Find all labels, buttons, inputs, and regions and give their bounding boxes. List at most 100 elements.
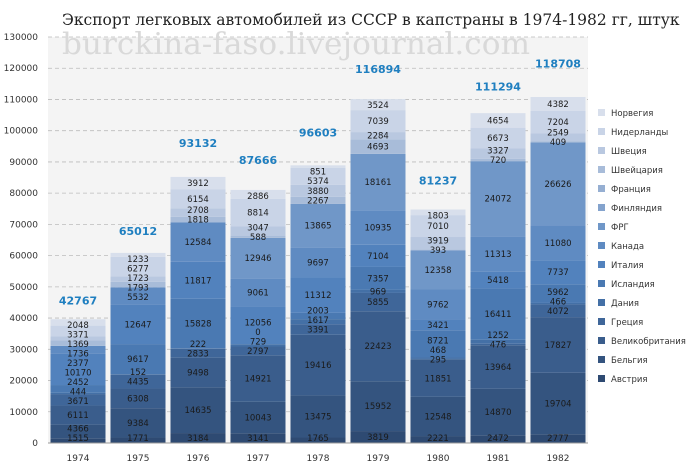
data-label: 17827	[544, 341, 571, 351]
data-label: 1617	[307, 316, 329, 326]
legend-swatch	[598, 242, 605, 249]
bar-segment	[290, 196, 346, 204]
bar-segment	[110, 281, 166, 288]
data-label: 10043	[244, 414, 271, 424]
legend-swatch	[598, 204, 605, 211]
data-label: 468	[430, 346, 446, 356]
legend-item: Франция	[598, 185, 651, 195]
bar-segment	[110, 276, 166, 282]
data-label: 11312	[304, 291, 331, 301]
bar-segment	[230, 306, 286, 345]
legend-label: Швеция	[611, 147, 647, 157]
bar-segment	[230, 401, 286, 434]
data-label: 3141	[247, 434, 269, 444]
bar-segment	[410, 358, 466, 360]
bar-segment	[110, 304, 166, 345]
data-label: 6111	[67, 411, 89, 421]
bar-segment	[50, 405, 106, 425]
data-label: 851	[310, 167, 326, 177]
data-label: 6154	[187, 195, 209, 205]
data-label: 3371	[67, 331, 89, 341]
bar-segment	[350, 132, 406, 140]
data-label: 9762	[427, 300, 449, 310]
data-label: 1793	[127, 283, 149, 293]
bar-segment	[170, 216, 226, 223]
data-label: 13964	[484, 363, 511, 373]
legend-label: Бельгия	[611, 356, 648, 366]
bar-segment	[170, 261, 226, 299]
bar-segment	[50, 325, 106, 337]
data-label: 1803	[427, 211, 449, 221]
legend-swatch	[598, 166, 605, 173]
bar-segment	[50, 392, 106, 395]
bar-segment	[110, 374, 166, 389]
bar-segment	[470, 127, 526, 149]
data-label: 3184	[187, 434, 209, 444]
data-label: 15828	[184, 319, 211, 329]
legend-swatch	[598, 337, 605, 344]
data-label: 2452	[67, 378, 89, 388]
bar-segment	[470, 161, 526, 237]
data-label: 969	[370, 287, 386, 297]
legend-swatch	[598, 280, 605, 287]
legend-item: Бельгия	[598, 356, 648, 366]
data-label: 15952	[364, 402, 391, 412]
y-tick-label: 30000	[9, 345, 38, 355]
data-label: 12584	[184, 238, 211, 248]
bar-segment	[230, 355, 286, 402]
bar-segment	[530, 260, 586, 285]
bar-segment	[230, 226, 286, 236]
bar-segment	[530, 142, 586, 226]
legend-swatch	[598, 185, 605, 192]
data-label: 5418	[487, 276, 509, 286]
legend-label: Италия	[611, 261, 644, 271]
bar-segment	[530, 225, 586, 261]
bar-segment	[170, 357, 226, 388]
legend-label: Канада	[611, 242, 644, 252]
y-tick-label: 130000	[4, 33, 39, 43]
total-label: 93132	[179, 137, 217, 150]
y-tick-label: 60000	[9, 252, 38, 262]
bar-segment	[50, 438, 106, 443]
data-label: 7104	[367, 252, 389, 262]
data-label: 22423	[364, 342, 391, 352]
data-label: 1723	[127, 274, 149, 284]
bar-segment	[170, 348, 226, 358]
bar-segment	[410, 396, 466, 437]
bar-segment	[290, 277, 346, 313]
data-label: 6673	[487, 134, 509, 144]
data-label: 12056	[244, 318, 271, 328]
bar-segment	[410, 359, 466, 397]
bar-segment	[170, 208, 226, 217]
y-tick-label: 10000	[9, 408, 38, 418]
data-label: 10935	[364, 224, 391, 234]
data-label: 7204	[547, 118, 569, 128]
data-label: 24072	[484, 195, 511, 205]
total-label: 42767	[59, 294, 97, 307]
data-label: 4382	[547, 100, 569, 110]
legend-item: Норвегия	[598, 109, 653, 119]
legend-label: Норвегия	[611, 109, 653, 119]
data-label: 2221	[427, 434, 449, 444]
data-label: 2777	[547, 434, 569, 444]
y-tick-label: 40000	[9, 314, 38, 324]
y-tick-label: 70000	[9, 220, 38, 230]
bar-segment	[290, 247, 346, 278]
legend-swatch	[598, 109, 605, 116]
data-label: 6277	[127, 264, 149, 274]
x-axis: 1974 1975 1976 1977 1978 1979 1980 1981 1982	[48, 442, 588, 464]
legend-swatch	[598, 128, 605, 135]
bar-segment	[110, 287, 166, 305]
data-label: 2267	[307, 196, 329, 206]
data-label: 5855	[367, 298, 389, 308]
bar-segment	[290, 165, 346, 168]
bar-segment	[290, 324, 346, 335]
bar-segment	[530, 372, 586, 435]
bar-segment	[290, 312, 346, 320]
data-label: 2549	[547, 128, 569, 138]
bar-segment	[50, 340, 106, 346]
